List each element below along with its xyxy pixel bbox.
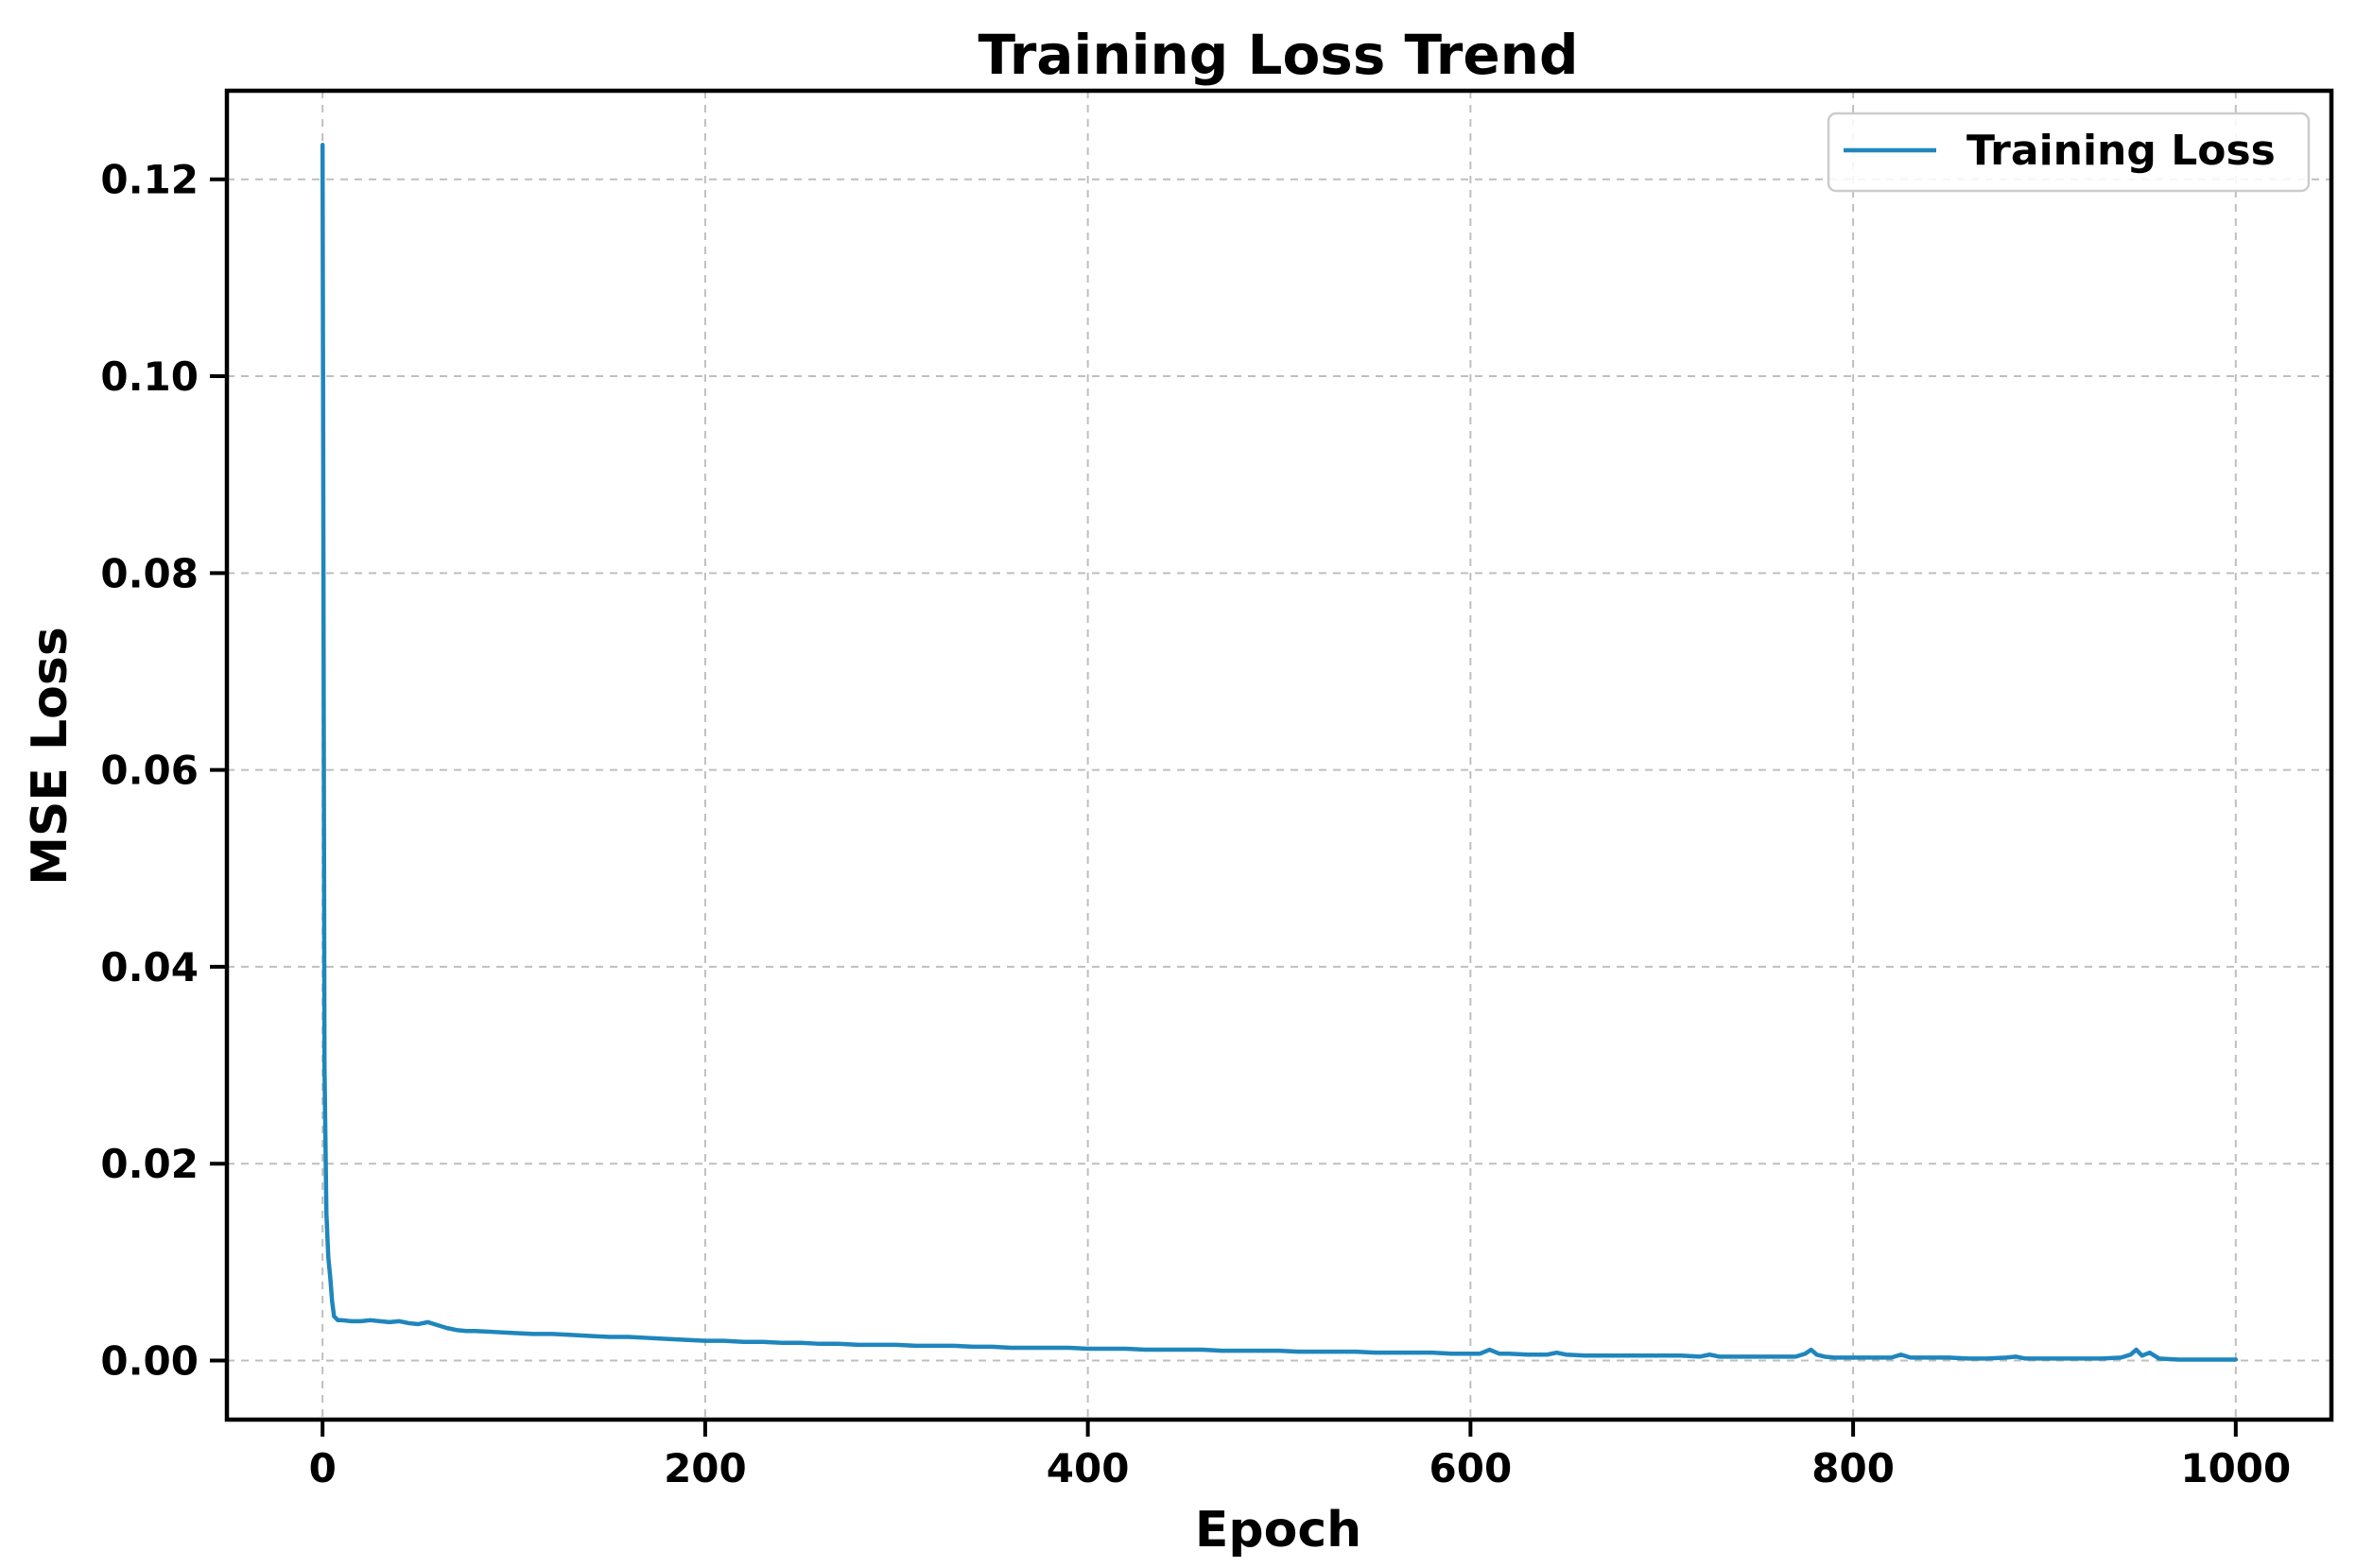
x-tick-label: 1000 [2180,1445,2291,1491]
legend-box [1827,112,2311,193]
y-tick-label: 0.04 [100,944,199,991]
y-tick-label: 0.06 [100,748,199,794]
x-tick-label: 0 [309,1445,337,1491]
y-tick-label: 0.10 [100,353,199,400]
x-axis-ticks: 0 200 400 600 800 1000 [309,1420,2291,1491]
legend-label-training-loss: Training Loss [1966,127,2276,175]
y-tick-label: 0.12 [100,157,199,203]
x-tick-label: 400 [1047,1445,1130,1491]
y-axis-label: MSE Loss [22,627,78,886]
x-tick-label: 600 [1429,1445,1513,1491]
plot-area [320,143,2239,1362]
axes-frame [224,88,2334,1422]
legend: Training Loss [1827,112,2311,193]
series-line-training-loss [320,143,2239,1362]
y-axis-ticks: 0.00 0.02 0.04 0.06 0.08 0.10 0.12 [100,157,227,1385]
y-tick-label: 0.08 [100,550,199,596]
x-axis-label: Epoch [1195,1502,1361,1559]
y-tick-label: 0.00 [100,1338,199,1385]
y-tick-label: 0.02 [100,1141,199,1187]
x-tick-label: 800 [1811,1445,1895,1491]
x-tick-label: 200 [664,1445,747,1491]
chart-title: Training Loss Trend [979,23,1579,87]
grid [227,91,2331,1420]
